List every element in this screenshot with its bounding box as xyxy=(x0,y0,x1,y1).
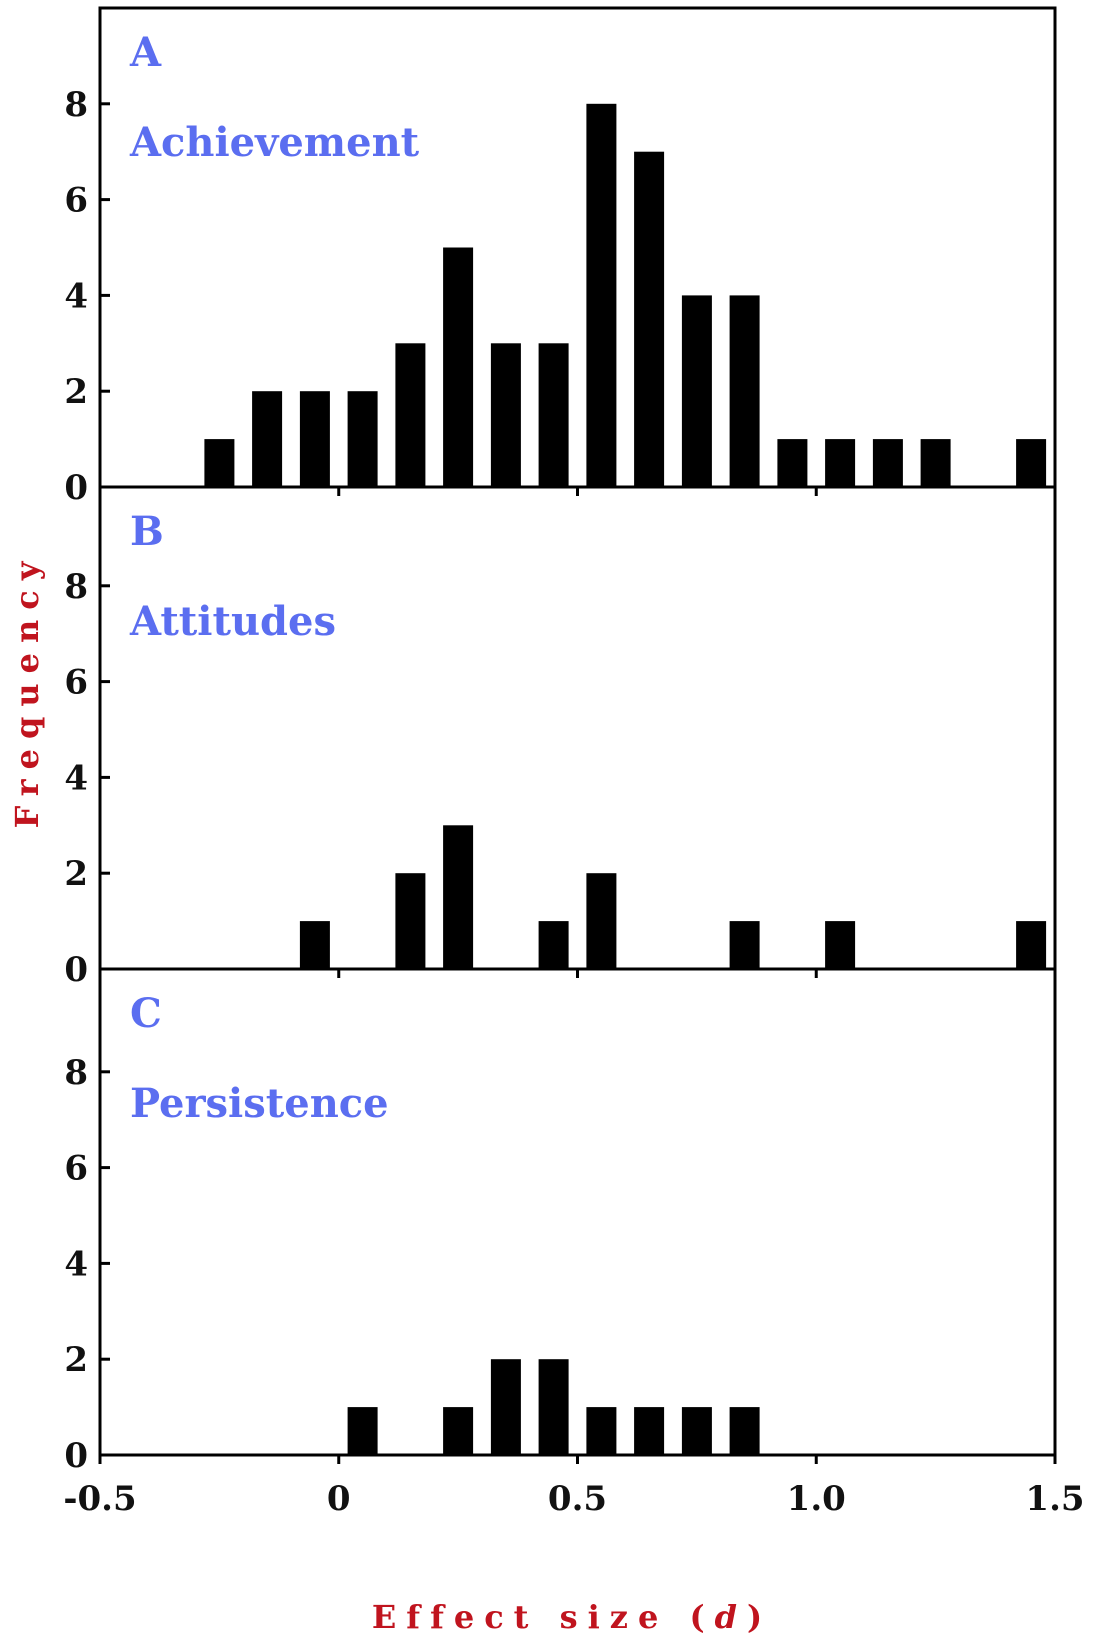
bar-achievement xyxy=(395,343,426,487)
panel-achievement: 0 2 4 6 8 A Achievement xyxy=(64,6,1057,508)
bar-achievement xyxy=(634,151,665,487)
x-axis-title: Effect size (d) xyxy=(372,1598,772,1636)
panel-frame-attitudes xyxy=(98,485,1057,971)
panel-frame-persistence xyxy=(98,967,1057,1457)
bar-achievement xyxy=(586,103,617,488)
bar-achievement xyxy=(681,295,712,487)
bar-achievement xyxy=(252,391,283,487)
panel-name: Persistence xyxy=(130,1080,389,1127)
bar-persistence xyxy=(729,1407,760,1455)
panel-name: Achievement xyxy=(129,119,420,166)
x-tick-label: 0.5 xyxy=(548,1479,607,1519)
panel-frame-achievement xyxy=(98,6,1057,489)
bar-achievement xyxy=(299,391,330,487)
bar-achievement xyxy=(347,391,378,487)
y-tick-label: 8 xyxy=(64,1053,88,1093)
y-tick-label: 0 xyxy=(64,950,88,990)
bar-attitudes xyxy=(443,825,474,969)
bar-persistence xyxy=(634,1407,665,1455)
panel-letter: A xyxy=(129,29,162,76)
x-tick-label: 1.5 xyxy=(1025,1479,1084,1519)
y-tick-label: 0 xyxy=(64,1436,88,1476)
panel-persistence: 0 2 4 6 8 C Persistence xyxy=(64,967,1057,1476)
panel-letter: C xyxy=(130,990,162,1037)
bar-attitudes xyxy=(1016,921,1047,969)
y-tick-label: 6 xyxy=(64,181,88,221)
x-tick-label: 1.0 xyxy=(787,1479,846,1519)
x-tick-label: -0.5 xyxy=(63,1479,136,1519)
y-tick-label: 6 xyxy=(64,663,88,703)
panel-letter: B xyxy=(130,508,164,555)
y-tick-label: 4 xyxy=(64,276,88,316)
y-axis-title: Frequency xyxy=(8,552,46,829)
panel-name: Attitudes xyxy=(129,598,336,645)
bar-persistence xyxy=(586,1407,617,1455)
bar-achievement xyxy=(538,343,569,487)
bar-persistence xyxy=(681,1407,712,1455)
y-tick-label: 2 xyxy=(64,854,88,894)
bar-achievement xyxy=(443,247,474,487)
bar-achievement xyxy=(872,439,903,487)
bar-attitudes xyxy=(729,921,760,969)
bar-persistence xyxy=(347,1407,378,1455)
x-axis: -0.5 0 0.5 1.0 1.5 xyxy=(63,1479,1084,1519)
bar-achievement xyxy=(825,439,856,487)
bar-achievement xyxy=(729,295,760,487)
bar-attitudes xyxy=(825,921,856,969)
bar-achievement xyxy=(1016,439,1047,487)
bar-attitudes xyxy=(395,873,426,969)
bar-achievement xyxy=(777,439,808,487)
y-tick-label: 2 xyxy=(64,1340,88,1380)
y-tick-label: 0 xyxy=(64,468,88,508)
bar-attitudes xyxy=(299,921,330,969)
y-tick-label: 8 xyxy=(64,85,88,125)
x-tick-label: 0 xyxy=(327,1479,351,1519)
bar-persistence xyxy=(538,1359,569,1455)
bar-attitudes xyxy=(538,921,569,969)
y-tick-label: 6 xyxy=(64,1149,88,1189)
bar-persistence xyxy=(490,1359,521,1455)
bar-achievement xyxy=(204,439,235,487)
bar-achievement xyxy=(490,343,521,487)
panel-attitudes: 0 2 4 6 8 B Attitudes xyxy=(64,485,1057,990)
panels-group: 0 2 4 6 8 A Achievement 0 2 4 6 8 B Attitudes 0 2 4 6 8 C Pe… xyxy=(64,6,1057,1476)
y-tick-label: 2 xyxy=(64,372,88,412)
y-tick-label: 4 xyxy=(64,1244,88,1284)
bar-persistence xyxy=(443,1407,474,1455)
y-tick-label: 8 xyxy=(64,567,88,607)
bar-attitudes xyxy=(586,873,617,969)
bar-achievement xyxy=(920,439,951,487)
y-tick-label: 4 xyxy=(64,758,88,798)
